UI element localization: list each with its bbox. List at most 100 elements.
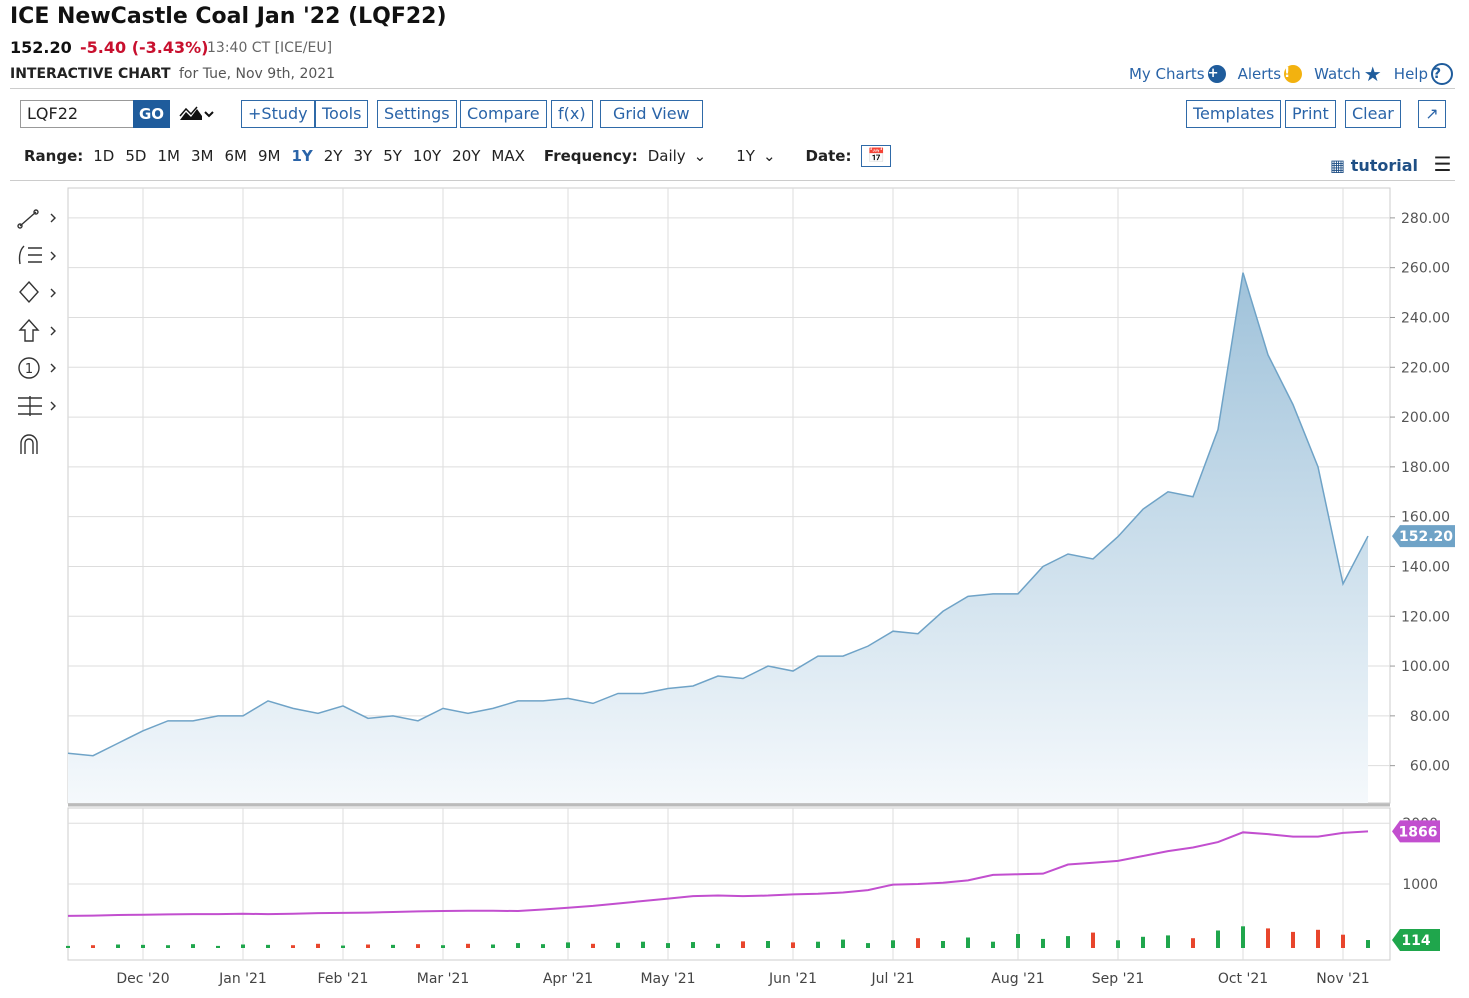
range-option[interactable]: 3Y bbox=[353, 147, 373, 165]
nav-links: My Charts + Alerts! Watch ★ Help? bbox=[1129, 63, 1453, 85]
toolbar-button[interactable]: Templates bbox=[1186, 100, 1282, 128]
calendar-button[interactable]: 📅 bbox=[861, 145, 891, 167]
nav-link[interactable]: My Charts + bbox=[1129, 63, 1226, 85]
y-tick-label: 220.00 bbox=[1401, 360, 1450, 376]
volume-bar bbox=[1041, 938, 1045, 948]
range-option[interactable]: 6M bbox=[224, 147, 247, 165]
toolbar-button[interactable]: Settings bbox=[377, 100, 457, 128]
volume-bar bbox=[816, 941, 820, 948]
volume-bar bbox=[1016, 934, 1020, 948]
volume-bar bbox=[691, 942, 695, 948]
volume-bar bbox=[491, 944, 495, 948]
volume-bar bbox=[241, 944, 245, 948]
volume-bar bbox=[366, 944, 370, 948]
chart-date: for Tue, Nov 9th, 2021 bbox=[179, 66, 336, 82]
volume-bar bbox=[991, 941, 995, 948]
range-option[interactable]: 3M bbox=[190, 147, 214, 165]
y-tick-label: 260.00 bbox=[1401, 261, 1450, 277]
volume-bar bbox=[641, 941, 645, 948]
range-option[interactable]: MAX bbox=[491, 147, 525, 165]
volume-bar bbox=[441, 945, 445, 948]
tutorial-icon: ▦ bbox=[1330, 156, 1346, 175]
y-tick-label: 1000 bbox=[1402, 877, 1438, 893]
drawing-tools: 1 bbox=[17, 209, 56, 454]
range-option[interactable]: 9M bbox=[257, 147, 281, 165]
nav-icon: ? bbox=[1431, 63, 1453, 85]
quote-time: 13:40 CT [ICE/EU] bbox=[207, 40, 333, 56]
tutorial-text: tutorial bbox=[1350, 156, 1419, 175]
nav-link[interactable]: Alerts! bbox=[1238, 63, 1303, 85]
tool-measure[interactable] bbox=[18, 396, 56, 416]
toolbar-button[interactable]: Tools bbox=[315, 100, 369, 128]
volume-bar bbox=[716, 943, 720, 948]
y-tick-label: 80.00 bbox=[1410, 709, 1450, 725]
x-tick-label: May '21 bbox=[640, 971, 695, 987]
open-interest-label: 1866 bbox=[1399, 824, 1438, 840]
volume-bar bbox=[1266, 928, 1270, 948]
frequency-select[interactable]: Daily bbox=[647, 147, 686, 165]
volume-bar bbox=[1316, 929, 1320, 948]
tool-fib[interactable] bbox=[18, 245, 56, 265]
expand-button[interactable]: ↗ bbox=[1418, 100, 1446, 128]
range-option[interactable]: 5D bbox=[125, 147, 147, 165]
toolbar-button[interactable]: f(x) bbox=[551, 100, 593, 128]
range-option[interactable]: 1Y bbox=[291, 147, 313, 165]
toolbar-button[interactable]: +Study bbox=[241, 100, 315, 128]
x-tick-label: Dec '20 bbox=[116, 971, 169, 987]
x-tick-label: Nov '21 bbox=[1316, 971, 1369, 987]
volume-bar bbox=[916, 938, 920, 948]
last-price-badge bbox=[1392, 525, 1455, 548]
range-option[interactable]: 2Y bbox=[323, 147, 343, 165]
volume-bar bbox=[741, 941, 745, 948]
tool-shape[interactable] bbox=[19, 280, 56, 304]
volume-bar bbox=[141, 944, 145, 948]
range-option[interactable]: 1D bbox=[93, 147, 115, 165]
volume-bar bbox=[266, 944, 270, 948]
volume-bar bbox=[541, 944, 545, 948]
tutorial-link[interactable]: ▦ tutorial ☰ bbox=[1330, 152, 1452, 176]
volume-bar bbox=[1066, 936, 1070, 948]
tool-annotation[interactable]: 1 bbox=[18, 357, 56, 379]
nav-link[interactable]: Help? bbox=[1394, 63, 1453, 85]
toolbar-button[interactable]: Clear bbox=[1345, 100, 1401, 128]
volume-bar bbox=[841, 939, 845, 948]
range-option[interactable]: 5Y bbox=[383, 147, 402, 165]
volume-badge bbox=[1392, 929, 1440, 952]
volume-bar bbox=[866, 943, 870, 948]
toolbar-button[interactable]: Grid View bbox=[600, 100, 703, 128]
tool-magnet[interactable] bbox=[20, 434, 38, 454]
toolbar-button[interactable]: Print bbox=[1285, 100, 1336, 128]
range-option[interactable]: 1M bbox=[157, 147, 180, 165]
svg-text:1: 1 bbox=[25, 362, 33, 377]
x-tick-label: Apr '21 bbox=[543, 971, 593, 987]
volume-bar bbox=[1091, 932, 1095, 948]
tool-arrow[interactable] bbox=[18, 318, 56, 342]
open-interest-line bbox=[67, 830, 1369, 917]
go-button[interactable]: GO bbox=[133, 100, 170, 128]
volume-bar bbox=[1166, 935, 1170, 948]
volume-bar bbox=[1241, 926, 1245, 948]
volume-bar bbox=[591, 943, 595, 948]
volume-bar bbox=[1141, 936, 1145, 948]
volume-bar bbox=[191, 944, 195, 948]
range-option[interactable]: 10Y bbox=[412, 147, 442, 165]
period-select[interactable]: 1Y bbox=[736, 147, 755, 165]
toolbar-button[interactable]: Compare bbox=[460, 100, 547, 128]
chart-type-button[interactable] bbox=[178, 106, 216, 124]
nav-link[interactable]: Watch ★ bbox=[1314, 63, 1382, 85]
nav-link-text: Watch bbox=[1314, 65, 1361, 83]
price-change: -5.40 (-3.43%) bbox=[80, 38, 209, 57]
nav-link-text: Help bbox=[1393, 65, 1428, 83]
dropdown-arrow: ⌄ bbox=[693, 147, 707, 165]
tool-line[interactable] bbox=[17, 209, 56, 229]
volume-bar bbox=[516, 943, 520, 948]
volume-bar bbox=[666, 943, 670, 948]
open-interest-badge bbox=[1392, 820, 1440, 843]
volume-bar bbox=[91, 945, 95, 948]
volume-bar bbox=[216, 945, 220, 948]
volume-bar bbox=[1366, 940, 1370, 948]
range-option[interactable]: 20Y bbox=[452, 147, 481, 165]
y-tick-label: 60.00 bbox=[1410, 759, 1450, 775]
